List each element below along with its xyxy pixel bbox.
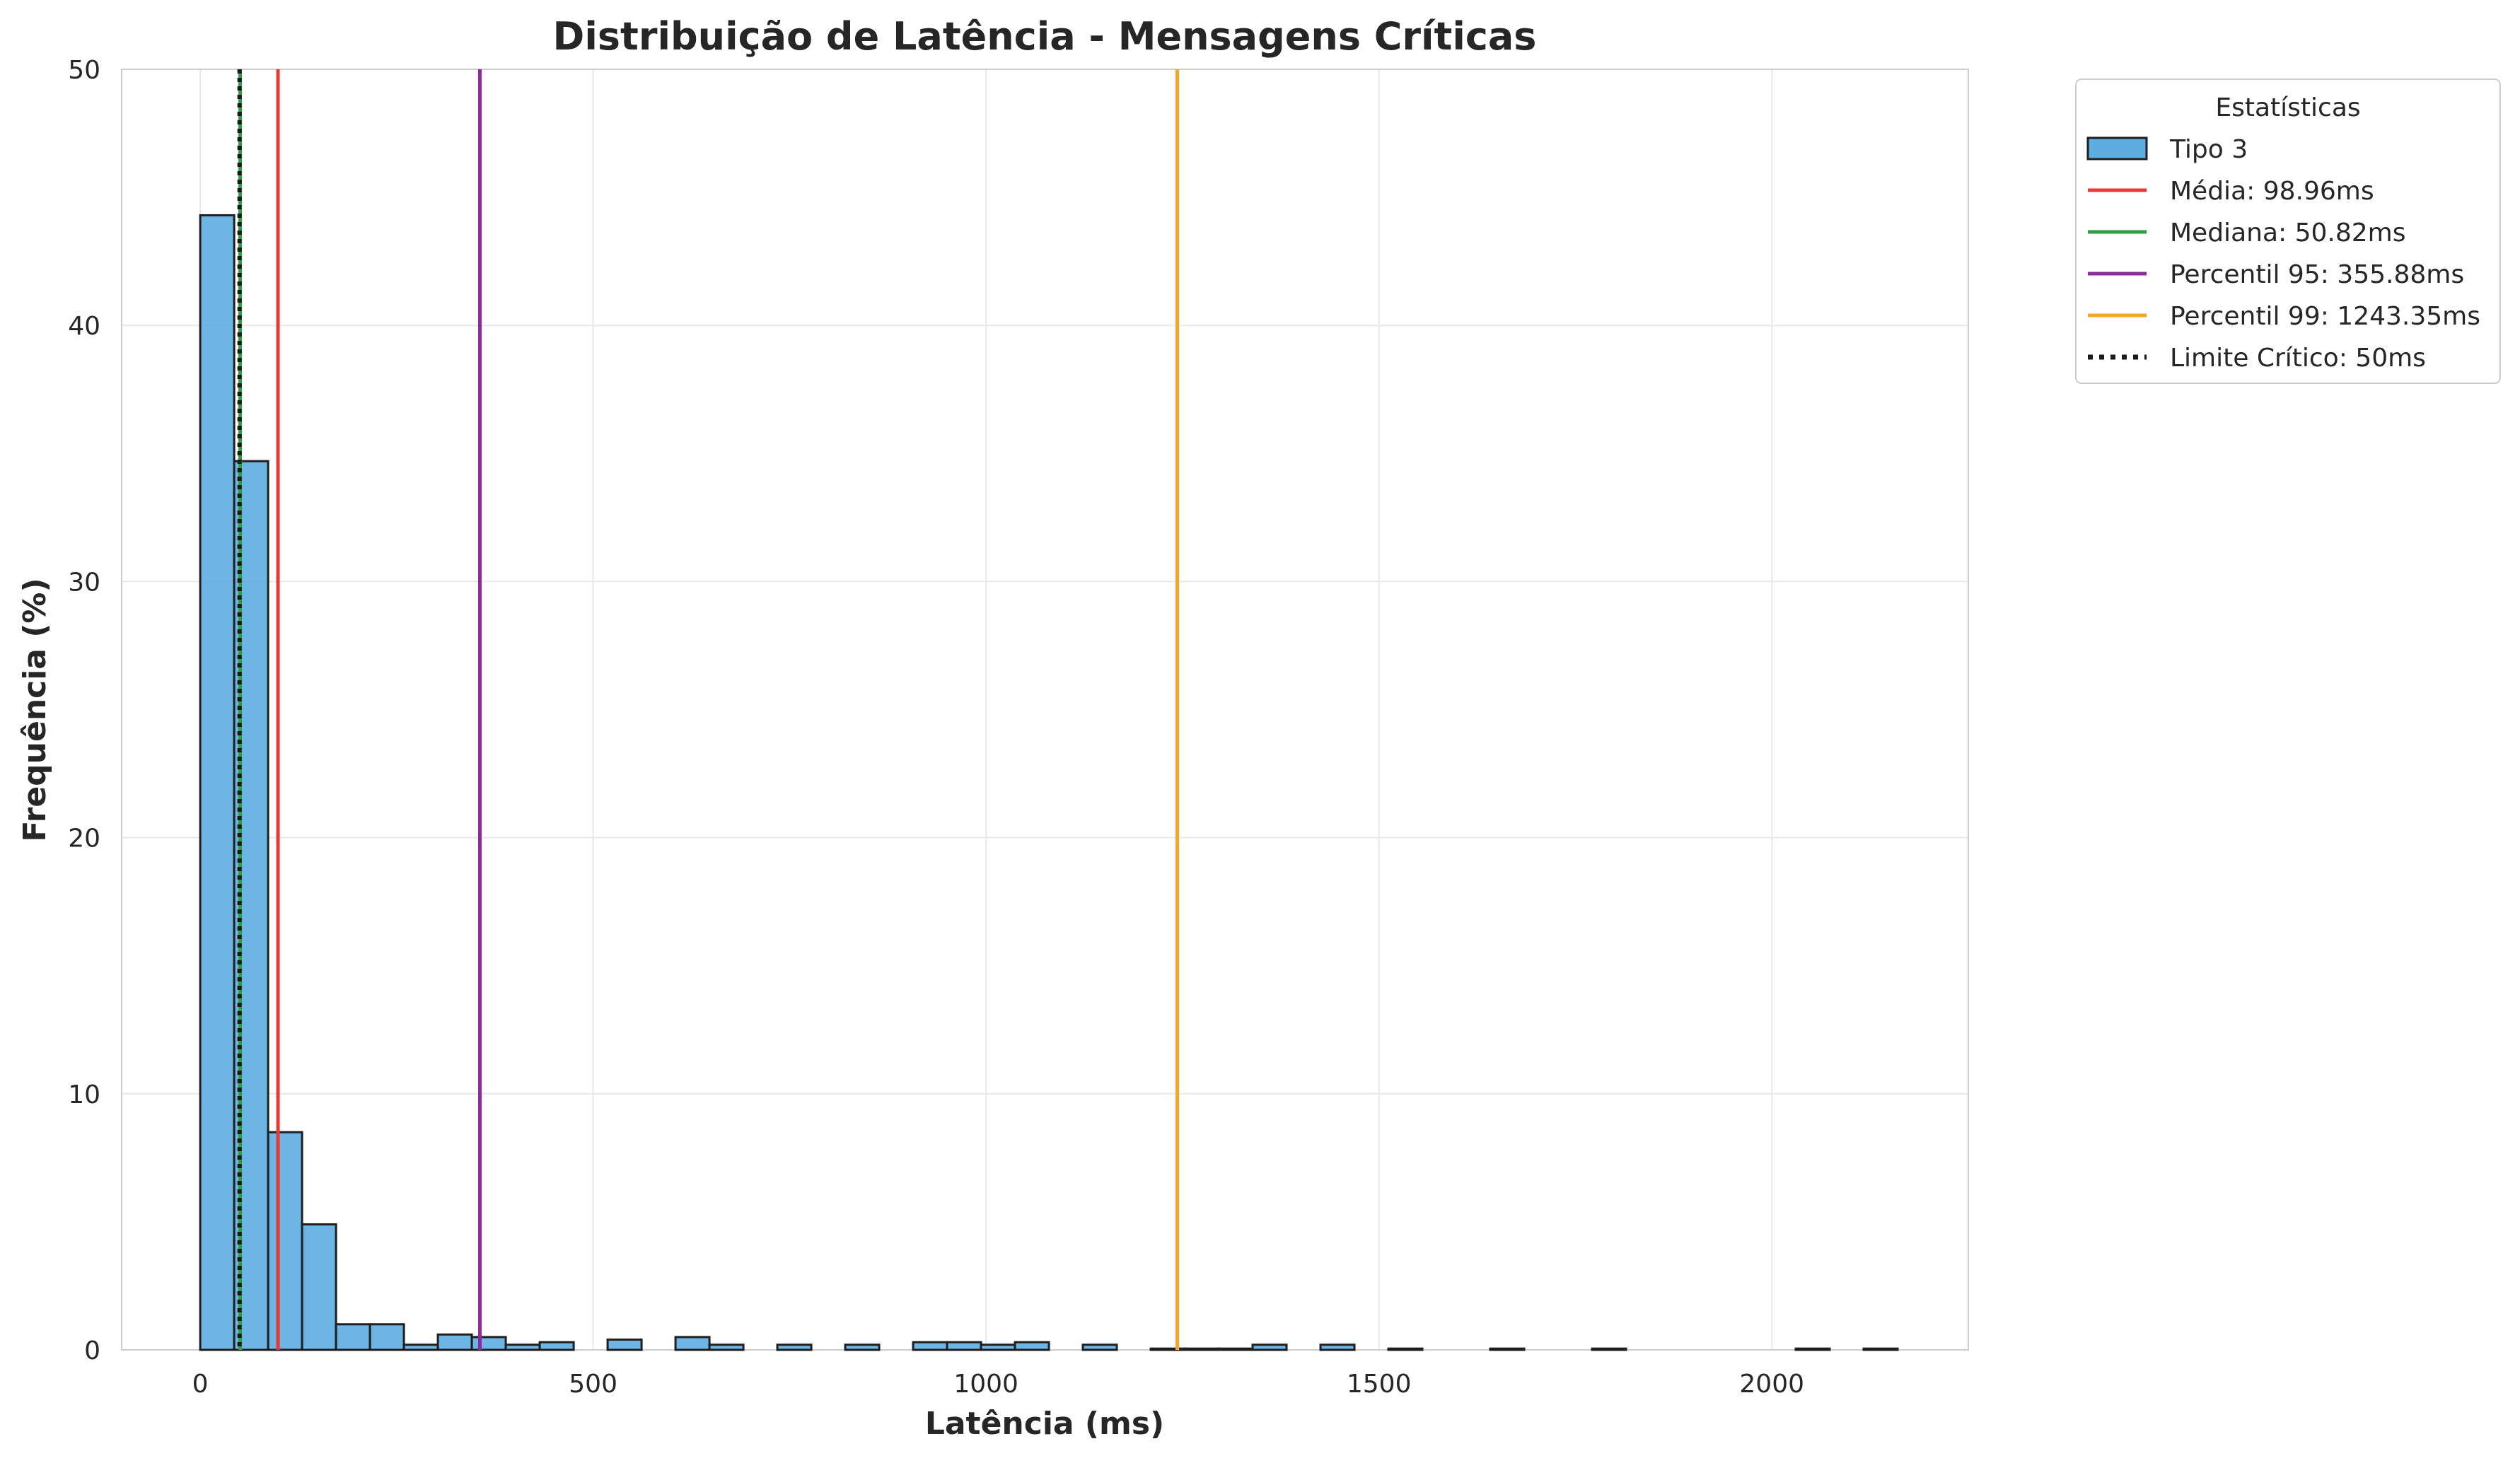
legend-box — [2075, 78, 2501, 384]
histogram-bar — [1862, 1347, 1899, 1351]
y-tick-label: 50 — [68, 56, 100, 85]
reference-lines — [237, 69, 1180, 1350]
histogram-bar — [335, 1323, 371, 1351]
histogram-bar — [436, 1333, 473, 1351]
x-axis-ticks: 0 500 1000 1500 2000 — [192, 1370, 1804, 1399]
y-tick-label: 10 — [68, 1080, 100, 1109]
x-tick-label: 1000 — [953, 1370, 1018, 1399]
histogram-bar — [1014, 1341, 1050, 1351]
histogram-bar — [470, 1336, 507, 1351]
legend: Estatísticas Tipo 3 Média: 98.96ms Mediana… — [2075, 78, 2501, 384]
legend-title: Estatísticas — [2215, 93, 2360, 122]
y-axis-ticks: 0 10 20 30 40 50 — [68, 56, 100, 1365]
histogram-bar — [776, 1343, 813, 1351]
histogram-bar — [267, 1131, 303, 1351]
y-tick-label: 40 — [68, 312, 100, 341]
x-axis-label: Latência (ms) — [925, 1406, 1164, 1442]
histogram-bar — [1149, 1347, 1186, 1351]
legend-label: Média: 98.96ms — [2170, 177, 2374, 206]
legend-label: Tipo 3 — [2169, 135, 2248, 164]
histogram-bar — [368, 1323, 405, 1351]
y-tick-label: 20 — [68, 824, 100, 853]
plot-area — [121, 69, 1969, 1351]
y-axis-label: Frequência (%) — [17, 578, 53, 841]
histogram-bar — [538, 1341, 575, 1351]
histogram-bar — [844, 1343, 881, 1351]
histogram-bar — [504, 1343, 541, 1351]
histogram-bar — [1387, 1347, 1424, 1351]
legend-label: Percentil 99: 1243.35ms — [2170, 302, 2480, 331]
histogram-bars — [199, 214, 1899, 1351]
y-tick-label: 30 — [68, 568, 100, 597]
histogram-bar — [1489, 1347, 1526, 1351]
histogram-bar — [674, 1336, 711, 1351]
histogram-bar — [708, 1343, 745, 1351]
histogram-bar — [1591, 1347, 1627, 1351]
legend-swatch — [2086, 136, 2148, 161]
histogram-bar — [199, 214, 236, 1351]
histogram-bar — [1251, 1343, 1288, 1351]
x-tick-label: 0 — [192, 1370, 209, 1399]
grid-lines — [122, 69, 1968, 1351]
legend-label: Limite Crítico: 50ms — [2170, 344, 2426, 373]
chart-title: Distribuição de Latência - Mensagens Crí… — [553, 14, 1537, 59]
histogram-bar — [606, 1339, 643, 1351]
histogram-bar — [980, 1343, 1016, 1351]
histogram-bar — [1217, 1347, 1254, 1351]
x-tick-label: 2000 — [1739, 1370, 1804, 1399]
histogram-bar — [301, 1223, 337, 1351]
histogram-bar — [1183, 1347, 1220, 1351]
y-tick-label: 0 — [84, 1336, 100, 1365]
histogram-bar — [1794, 1347, 1831, 1351]
histogram-bar — [946, 1341, 982, 1351]
legend-label: Percentil 95: 355.88ms — [2170, 260, 2464, 289]
legend-items: Tipo 3 Média: 98.96ms Mediana: 50.82ms Perc… — [2086, 135, 2480, 373]
histogram-bar — [402, 1343, 439, 1351]
x-tick-label: 1500 — [1347, 1370, 1412, 1399]
histogram-bar — [1319, 1343, 1356, 1351]
legend-label: Mediana: 50.82ms — [2170, 218, 2405, 247]
histogram-bar — [912, 1341, 948, 1351]
x-tick-label: 500 — [569, 1370, 617, 1399]
histogram-bar — [1081, 1343, 1118, 1351]
